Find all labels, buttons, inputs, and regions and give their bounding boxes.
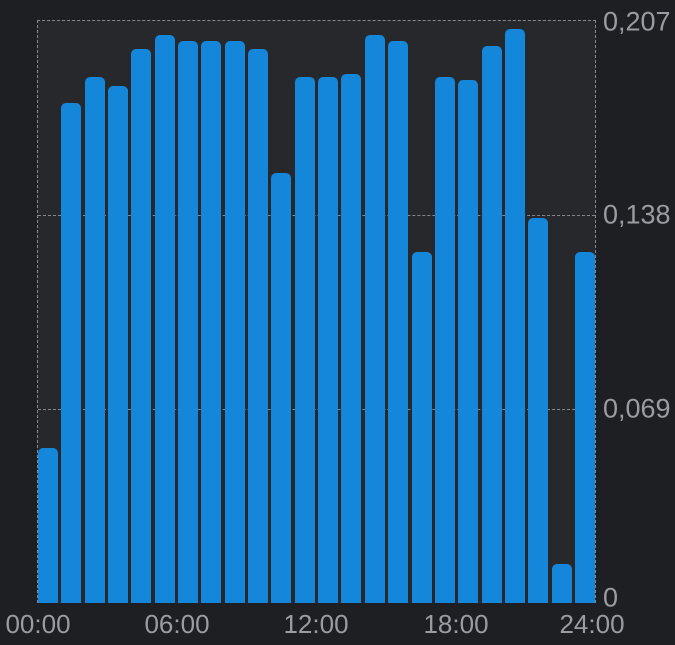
gridline-0138: [38, 214, 595, 216]
y-tick-0: 0: [603, 582, 619, 613]
bar-hour-05:00[interactable]: [154, 35, 175, 603]
bar-hour-21:00[interactable]: [528, 217, 549, 603]
bar-hour-18:00[interactable]: [458, 80, 479, 603]
bar-hour-13:00[interactable]: [341, 74, 362, 603]
bar-hour-07:00[interactable]: [201, 40, 222, 603]
bar-series: [38, 21, 595, 603]
bar-hour-19:00[interactable]: [481, 46, 502, 603]
bar-hour-06:00[interactable]: [178, 40, 199, 603]
bar-hour-04:00[interactable]: [131, 49, 152, 603]
y-tick-0069: 0,069: [603, 393, 671, 424]
y-tick-0207: 0,207: [603, 6, 671, 37]
bar-hour-08:00[interactable]: [224, 40, 245, 603]
plot-area: [37, 20, 596, 603]
bar-hour-15:00[interactable]: [388, 40, 409, 603]
y-tick-0138: 0,138: [603, 199, 671, 230]
bar-hour-01:00[interactable]: [61, 102, 82, 603]
gridline-0069: [38, 409, 595, 410]
bar-hour-09:00[interactable]: [248, 49, 269, 603]
bar-hour-03:00[interactable]: [108, 85, 129, 603]
x-tick-0600: 06:00: [144, 609, 210, 639]
bar-hour-02:00[interactable]: [84, 77, 105, 603]
bar-hour-23:00[interactable]: [574, 251, 595, 603]
x-tick-2400: 24:00: [559, 609, 625, 639]
bar-hour-10:00[interactable]: [271, 172, 292, 603]
bar-hour-12:00[interactable]: [318, 77, 339, 603]
x-tick-1200: 12:00: [283, 609, 349, 639]
bar-hour-22:00[interactable]: [551, 563, 572, 603]
bar-hour-17:00[interactable]: [434, 77, 455, 603]
x-tick-1800: 18:00: [423, 609, 489, 639]
x-tick-0000: 00:00: [5, 609, 71, 639]
bar-hour-11:00[interactable]: [294, 77, 315, 603]
bar-hour-14:00[interactable]: [364, 35, 385, 603]
bar-hour-00:00[interactable]: [38, 448, 58, 603]
bar-hour-20:00[interactable]: [504, 29, 525, 603]
bar-hour-16:00[interactable]: [411, 251, 432, 603]
